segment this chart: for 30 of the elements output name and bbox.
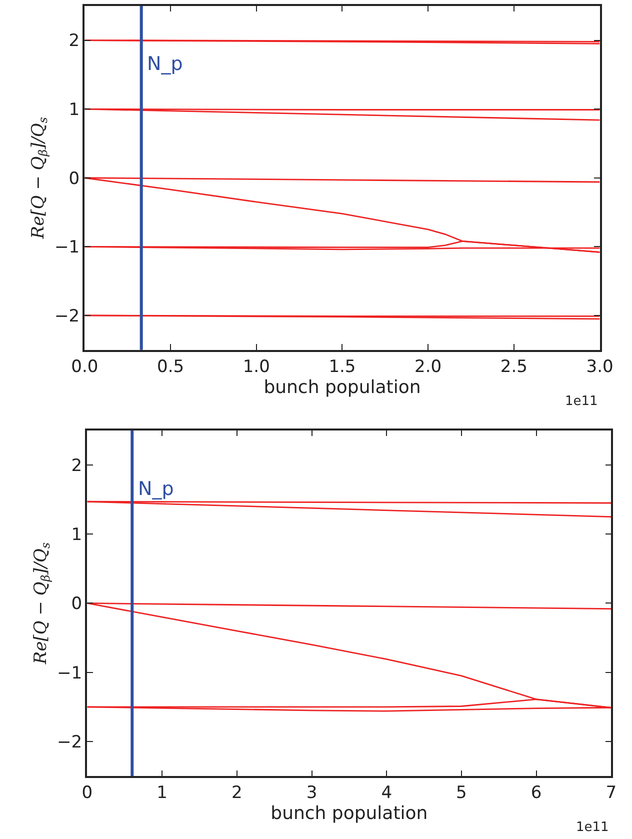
x-tick-label: 1 [156, 783, 168, 804]
x-tick-label: 0.0 [71, 357, 98, 378]
ref-line-label: N_p [138, 478, 174, 500]
y-tick-label: 2 [71, 456, 82, 476]
x-axis-title: bunch population [264, 377, 421, 398]
y-tick-label: −2 [57, 732, 82, 752]
x-axis-title: bunch population [270, 803, 428, 824]
y-tick-label: 1 [71, 525, 82, 546]
y-tick-label: −1 [57, 663, 82, 684]
x-tick-label: 6 [530, 783, 542, 804]
y-tick-label: 1 [68, 100, 80, 120]
x-tick-label: 7 [606, 783, 617, 804]
y-tick-label: 2 [68, 31, 80, 52]
x-tick-label: 2.0 [414, 357, 442, 378]
text: 1e11 [565, 394, 598, 409]
x-tick-label: 4 [381, 783, 392, 804]
x-tick-label: 3 [306, 783, 318, 804]
x-tick-label: 2.5 [500, 357, 528, 378]
ref-line-label: N_p [147, 53, 183, 75]
y-tick-label: −2 [54, 306, 80, 326]
text: 1e11 [576, 820, 609, 835]
y-tick-label: 0 [68, 168, 80, 189]
x-tick-label: 3.0 [586, 357, 614, 378]
x-tick-label: 1.5 [328, 357, 356, 378]
x-tick-label: 1.0 [242, 357, 270, 378]
y-tick-label: 0 [71, 594, 82, 614]
y-tick-label: −1 [54, 238, 80, 258]
x-tick-label: 5 [456, 783, 467, 804]
x-tick-label: 0.5 [157, 357, 184, 378]
x-tick-label: 2 [231, 783, 242, 804]
